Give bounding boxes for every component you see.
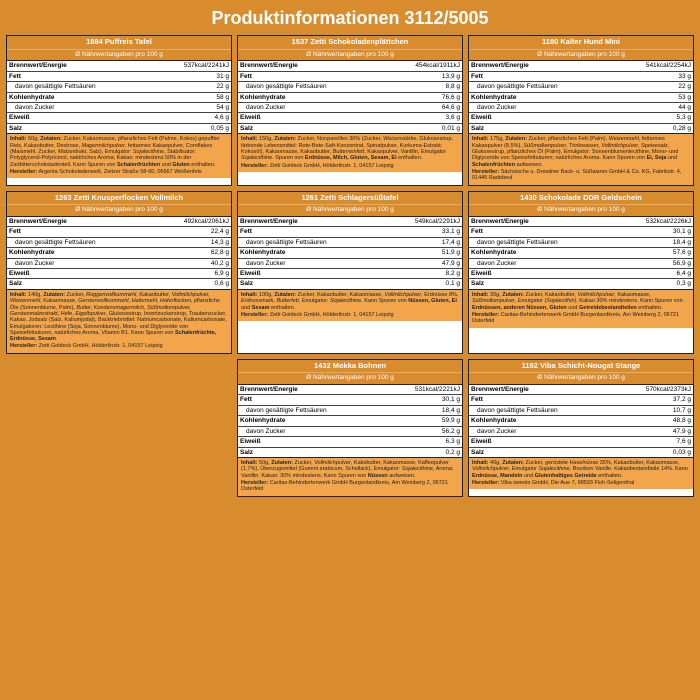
product-card: 1180 Kalter Hund Mini Ø Nährwertangaben …: [468, 35, 694, 186]
nutrition-table: Brennwert/Energie531kcal/2221kJ Fett30,1…: [238, 385, 462, 457]
card-header: 1263 Zetti Knusperflocken Vollmilch Ø Nä…: [7, 192, 231, 217]
nutrition-table: Brennwert/Energie537kcal/2241kJ Fett31 g…: [7, 61, 231, 133]
nutrition-subtitle: Ø Nährwertangaben pro 100 g: [469, 49, 693, 60]
product-info: Inhalt: 30g, Zutaten: Zucker, Kakaobutte…: [469, 289, 693, 328]
product-name: 1263 Zetti Knusperflocken Vollmilch: [7, 192, 231, 205]
product-info: Inhalt: 40g, Zutaten: Zucker, geröstete …: [469, 457, 693, 489]
nutrition-table: Brennwert/Energie454kcal/1911kJ Fett13,9…: [238, 61, 462, 133]
nutrition-table: Brennwert/Energie570kcal/2373kJ Fett37,2…: [469, 385, 693, 457]
card-header: 1430 Schokolade DDR Geldschein Ø Nährwer…: [469, 192, 693, 217]
nutrition-subtitle: Ø Nährwertangaben pro 100 g: [238, 372, 462, 383]
product-card: 1263 Zetti Knusperflocken Vollmilch Ø Nä…: [6, 191, 232, 354]
card-header: 1180 Kalter Hund Mini Ø Nährwertangaben …: [469, 36, 693, 61]
card-header: 1537 Zetti Schokoladenplättchen Ø Nährwe…: [238, 36, 462, 61]
product-info: Inhalt: 60g, Zutaten: Zucker, Kakaomasse…: [7, 133, 231, 178]
nutrition-table: Brennwert/Energie492kcal/2061kJ Fett22,4…: [7, 217, 231, 289]
product-info: Inhalt: 175g, Zutaten: Zucker, pflanzlic…: [469, 133, 693, 184]
product-name: 1537 Zetti Schokoladenplättchen: [238, 36, 462, 49]
product-info: Inhalt: 140g, Zutaten: Zucker, Roggenvol…: [7, 289, 231, 353]
product-card: 1537 Zetti Schokoladenplättchen Ø Nährwe…: [237, 35, 463, 186]
nutrition-subtitle: Ø Nährwertangaben pro 100 g: [469, 204, 693, 215]
product-grid: 1884 Puffreis Tafel Ø Nährwertangaben pr…: [6, 35, 694, 497]
nutrition-subtitle: Ø Nährwertangaben pro 100 g: [238, 204, 462, 215]
product-name: 1261 Zetti Schlagersüßtafel: [238, 192, 462, 205]
card-header: 1884 Puffreis Tafel Ø Nährwertangaben pr…: [7, 36, 231, 61]
product-card: 1432 Mokka Bohnen Ø Nährwertangaben pro …: [237, 359, 463, 497]
nutrition-table: Brennwert/Energie549kcal/2291kJ Fett33,1…: [238, 217, 462, 289]
product-card: 1430 Schokolade DDR Geldschein Ø Nährwer…: [468, 191, 694, 354]
card-header: 1261 Zetti Schlagersüßtafel Ø Nährwertan…: [238, 192, 462, 217]
product-name: 1884 Puffreis Tafel: [7, 36, 231, 49]
page: Produktinformationen 3112/5005 1884 Puff…: [0, 0, 700, 503]
nutrition-subtitle: Ø Nährwertangaben pro 100 g: [7, 49, 231, 60]
page-title: Produktinformationen 3112/5005: [6, 8, 694, 29]
product-card: 1162 Viba Schicht-Nougat Stange Ø Nährwe…: [468, 359, 694, 497]
card-header: 1162 Viba Schicht-Nougat Stange Ø Nährwe…: [469, 360, 693, 385]
product-card: 1884 Puffreis Tafel Ø Nährwertangaben pr…: [6, 35, 232, 186]
product-name: 1180 Kalter Hund Mini: [469, 36, 693, 49]
product-card: 1261 Zetti Schlagersüßtafel Ø Nährwertan…: [237, 191, 463, 354]
nutrition-table: Brennwert/Energie541kcal/2254kJ Fett33 g…: [469, 61, 693, 133]
nutrition-subtitle: Ø Nährwertangaben pro 100 g: [7, 204, 231, 215]
product-info: Inhalt: 50g, Zutaten: Zucker, Vollmilchp…: [238, 457, 462, 496]
empty-cell: [6, 359, 232, 497]
product-info: Inhalt: 150g, Zutaten: Zucker, Nonpareil…: [238, 133, 462, 172]
product-info: Inhalt: 100g, Zutaten: Zucker, Kakaobutt…: [238, 289, 462, 321]
nutrition-subtitle: Ø Nährwertangaben pro 100 g: [469, 372, 693, 383]
nutrition-table: Brennwert/Energie532kcal/2226kJ Fett30,1…: [469, 217, 693, 289]
nutrition-subtitle: Ø Nährwertangaben pro 100 g: [238, 49, 462, 60]
card-header: 1432 Mokka Bohnen Ø Nährwertangaben pro …: [238, 360, 462, 385]
product-name: 1162 Viba Schicht-Nougat Stange: [469, 360, 693, 373]
product-name: 1430 Schokolade DDR Geldschein: [469, 192, 693, 205]
product-name: 1432 Mokka Bohnen: [238, 360, 462, 373]
